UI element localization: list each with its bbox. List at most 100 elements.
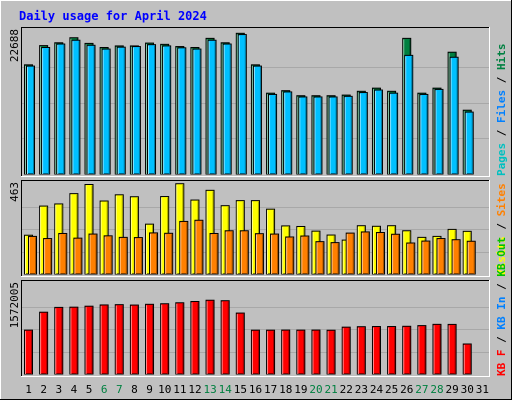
x-tick-label-day-12: 12 [188,383,201,396]
legend-entry: / [495,330,508,350]
x-tick-label-day-21: 21 [325,383,338,396]
bar-requests-files-day-12 [192,48,202,175]
bar-volume-kb-f-day-9 [145,303,155,375]
x-tick-label-day-14: 14 [219,383,233,396]
bar-requests-files-day-26 [404,54,414,175]
bar-visits-sites-day-23 [360,231,370,275]
x-tick-label-day-8: 8 [131,383,138,396]
legend-entry: / [495,277,508,297]
x-tick-label-day-17: 17 [264,383,277,396]
legend-entry: KB Out [495,237,508,277]
x-tick-label-day-1: 1 [25,383,32,396]
bar-requests-files-day-17 [268,93,278,175]
bar-volume-kb-f-day-22 [341,326,351,375]
x-tick-label-day-25: 25 [385,383,398,396]
legend-entry: Visits [495,236,508,276]
x-tick-label-day-3: 3 [56,383,63,396]
bar-requests-files-day-16 [252,65,262,175]
bar-visits-sites-day-11 [179,220,189,275]
bar-visits-sites-day-18 [285,236,295,275]
bar-visits-sites-day-29 [451,239,461,275]
bar-requests-files-day-29 [449,56,459,175]
bar-volume-kb-f-day-6 [99,304,109,375]
legend-entry: / [495,123,508,143]
bar-requests-files-day-28 [434,88,444,175]
x-tick-label-day-24: 24 [370,383,384,396]
bar-visits-sites-day-28 [436,238,446,275]
bar-requests-files-day-15 [237,34,247,175]
x-tick-label-day-29: 29 [446,383,459,396]
bar-visits-sites-day-4 [73,237,83,275]
bar-requests-files-day-22 [343,95,353,175]
bar-requests-files-day-18 [283,91,293,175]
bar-volume-kb-f-day-15 [235,312,245,375]
bar-visits-sites-day-25 [391,233,401,275]
panel-volume-legend: KB F / KB In / KB Out [495,237,508,376]
bar-requests-files-day-11 [177,47,187,175]
x-tick-label-day-5: 5 [86,383,93,396]
bar-volume-kb-f-day-13 [205,299,215,375]
bar-visits-sites-day-12 [194,219,204,275]
x-tick-label-day-19: 19 [294,383,307,396]
panel-requests-legend: Pages / Files / Hits [495,44,508,177]
bar-requests-files-day-7 [116,46,126,175]
bar-requests-files-day-5 [86,44,96,175]
legend-entry: KB In [495,297,508,330]
bar-volume-kb-f-day-12 [190,301,200,375]
bar-requests-files-day-10 [162,45,172,175]
bar-volume-kb-f-day-19 [296,329,306,375]
bar-requests-files-day-9 [147,44,157,175]
x-tick-label-day-6: 6 [101,383,108,396]
x-tick-label-day-31: 31 [476,383,489,396]
bar-visits-sites-day-5 [88,233,98,275]
bar-visits-sites-day-7 [118,236,128,275]
bar-requests-files-day-14 [222,43,232,175]
x-tick-label-day-13: 13 [203,383,216,396]
bar-visits-sites-day-19 [300,235,310,275]
legend-entry: Sites [495,183,508,216]
x-tick-label-day-23: 23 [355,383,368,396]
bar-requests-files-day-4 [71,39,81,175]
x-tick-label-day-28: 28 [430,383,443,396]
bar-visits-sites-day-22 [345,232,355,275]
bar-requests-files-day-27 [419,93,429,175]
x-tick-label-day-22: 22 [340,383,353,396]
bar-volume-kb-f-day-11 [175,302,185,375]
bar-volume-kb-f-day-3 [54,306,64,375]
x-tick-label-day-16: 16 [249,383,262,396]
bar-volume-kb-f-day-25 [387,326,397,375]
bar-requests-files-day-19 [298,96,308,175]
bar-visits-sites-day-16 [254,233,264,275]
x-tick-label-day-26: 26 [400,383,413,396]
legend-entry: Pages [495,143,508,176]
bar-requests-files-day-20 [313,96,323,175]
x-tick-label-day-4: 4 [71,383,78,396]
panel-volume-ymax-label: 1572005 [8,282,21,328]
bar-volume-kb-f-day-21 [326,329,336,375]
bar-visits-sites-day-2 [43,238,53,275]
chart-title: Daily usage for April 2024 [19,9,207,23]
bar-volume-kb-f-day-26 [402,325,412,375]
bar-volume-kb-f-day-29 [447,323,457,375]
legend-entry: Files [495,90,508,123]
bar-requests-files-day-30 [464,111,474,175]
bar-visits-sites-day-21 [330,242,340,275]
panel-visits-ymax-label: 463 [8,182,21,202]
panel-visits-legend: Visits / Sites [495,183,508,276]
x-tick-label-day-15: 15 [234,383,247,396]
bar-volume-kb-f-day-4 [69,306,79,375]
bar-visits-sites-day-3 [58,232,68,275]
bar-visits-sites-day-8 [133,237,143,275]
bar-visits-sites-day-9 [149,232,159,275]
x-tick-label-day-27: 27 [415,383,428,396]
bar-requests-files-day-2 [41,46,51,175]
x-tick-label-day-18: 18 [279,383,292,396]
panel-requests-ymax-label: 22688 [8,29,21,62]
bar-volume-kb-f-day-20 [311,329,321,375]
bar-requests-files-day-1 [26,65,35,175]
x-tick-label-day-20: 20 [309,383,322,396]
bar-visits-sites-day-6 [103,235,113,275]
bar-visits-sites-day-27 [421,240,431,275]
x-tick-label-day-7: 7 [116,383,123,396]
